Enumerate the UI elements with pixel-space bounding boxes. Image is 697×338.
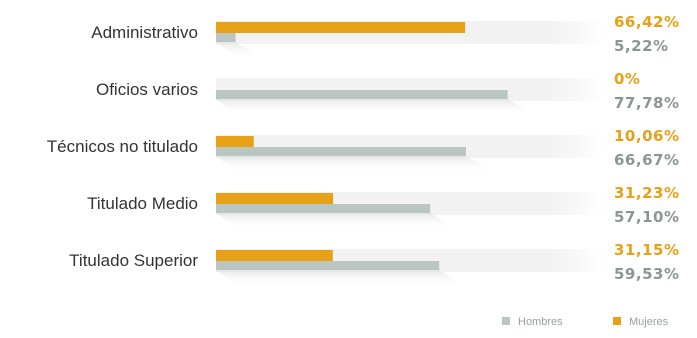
value-label-mujeres: 66,42% (614, 13, 679, 31)
category-label: Técnicos no titulado (47, 137, 198, 156)
legend-label: Mujeres (629, 316, 669, 328)
chart-row: Técnicos no titulado 10,06% 66,67% (47, 127, 679, 172)
value-label-hombres: 59,53% (614, 265, 679, 283)
bar-shadow (216, 99, 534, 115)
bar-hombres (216, 261, 440, 270)
bar-mujeres (216, 193, 334, 204)
bar-hombres (216, 90, 508, 99)
bar-shadow (216, 270, 466, 286)
chart-row: Oficios varios 0% 77,78% (96, 70, 679, 115)
value-label-hombres: 5,22% (614, 37, 669, 55)
bar-shadow (216, 156, 493, 172)
category-label: Administrativo (91, 23, 198, 42)
chart-row: Titulado Medio 31,23% 57,10% (87, 184, 679, 229)
bar-shadow (216, 213, 457, 229)
category-label: Titulado Medio (87, 194, 198, 213)
chart-legend: Hombres Mujeres (502, 316, 669, 328)
bar-mujeres (216, 250, 333, 261)
legend-swatch (613, 317, 621, 325)
chart-row: Titulado Superior 31,15% 59,53% (69, 241, 679, 286)
legend-item: Hombres (502, 316, 563, 328)
bar-mujeres (216, 136, 254, 147)
chart-row: Administrativo 66,42% 5,22% (91, 13, 679, 58)
category-label: Titulado Superior (69, 251, 198, 270)
legend-item: Mujeres (613, 316, 669, 328)
value-label-mujeres: 31,23% (614, 184, 679, 202)
bar-mujeres (216, 22, 466, 33)
value-label-hombres: 57,10% (614, 208, 679, 226)
value-label-hombres: 66,67% (614, 151, 679, 169)
category-label: Oficios varios (96, 80, 198, 99)
bar-hombres (216, 33, 236, 42)
chart-rows: Administrativo 66,42% 5,22% Oficios varios 0… (47, 13, 679, 286)
legend-swatch (502, 317, 510, 325)
bar-hombres (216, 147, 467, 156)
value-label-mujeres: 0% (614, 70, 640, 88)
bar-shadow (216, 42, 262, 58)
value-label-mujeres: 10,06% (614, 127, 679, 145)
value-label-hombres: 77,78% (614, 94, 679, 112)
legend-label: Hombres (518, 316, 563, 328)
value-label-mujeres: 31,15% (614, 241, 679, 259)
bar-hombres (216, 204, 431, 213)
